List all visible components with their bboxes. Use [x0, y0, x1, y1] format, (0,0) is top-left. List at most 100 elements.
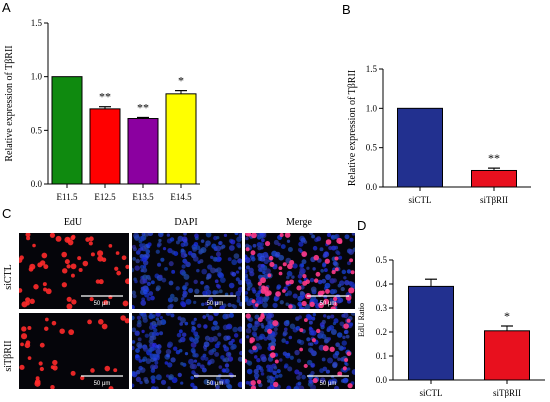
nucleus-dot	[132, 267, 135, 273]
edu-cell-dot	[251, 233, 257, 239]
edu-cell-dot	[89, 296, 94, 302]
edu-cell-dot	[278, 266, 283, 271]
nucleus-dot	[135, 354, 140, 359]
nucleus-dot	[282, 330, 288, 336]
nucleus-dot	[297, 301, 303, 307]
nucleus-dot	[199, 259, 204, 264]
nucleus-dot	[197, 323, 202, 328]
nucleus-dot	[194, 233, 199, 239]
nucleus-dot	[281, 338, 286, 343]
edu-cell-dot	[350, 270, 355, 275]
nucleus-dot	[238, 301, 242, 307]
nucleus-dot	[193, 279, 198, 284]
edu-cell-dot	[315, 271, 321, 277]
nucleus-dot	[214, 351, 220, 357]
nucleus-dot	[151, 320, 157, 326]
nucleus-dot	[215, 385, 220, 389]
edu-cell-dot	[87, 319, 92, 325]
nucleus-dot	[249, 271, 255, 277]
nucleus-dot	[159, 315, 164, 320]
edu-cell-dot	[27, 325, 32, 331]
edu-cell-dot	[70, 370, 76, 376]
nucleus-dot	[155, 348, 162, 355]
edu-cell-dot	[288, 304, 293, 309]
edu-cell-dot	[116, 270, 122, 276]
nucleus-dot	[245, 236, 249, 241]
edu-cell-dot	[115, 251, 120, 255]
nucleus-dot	[330, 235, 335, 239]
edu-cell-dot	[66, 264, 71, 269]
nucleus-dot	[210, 267, 216, 274]
nucleus-dot	[277, 242, 281, 247]
edu-cell-dot	[104, 365, 111, 372]
nucleus-dot	[253, 368, 259, 375]
nucleus-dot	[143, 289, 148, 295]
nucleus-dot	[190, 348, 196, 354]
edu-cell-dot	[250, 385, 257, 389]
nucleus-dot	[181, 236, 188, 243]
edu-cell-dot	[124, 318, 129, 324]
nucleus-dot	[264, 254, 269, 259]
nucleus-dot	[164, 266, 168, 271]
nucleus-dot	[170, 357, 176, 363]
nucleus-dot	[333, 318, 339, 324]
nucleus-dot	[138, 365, 143, 371]
nucleus-dot	[289, 323, 296, 330]
nucleus-dot	[144, 253, 150, 259]
scale-bar-label: 50 μm	[320, 381, 337, 387]
nucleus-dot	[142, 317, 148, 323]
edu-cell-dot	[325, 288, 330, 294]
nucleus-dot	[310, 384, 316, 389]
nucleus-dot	[139, 313, 144, 316]
edu-cell-dot	[38, 361, 43, 366]
nucleus-dot	[245, 328, 252, 334]
nucleus-dot	[156, 353, 160, 358]
nucleus-dot	[142, 356, 148, 362]
nucleus-dot	[292, 263, 298, 269]
edu-cell-dot	[120, 315, 126, 321]
nucleus-dot	[252, 289, 257, 294]
edu-cell-dot	[346, 351, 352, 356]
edu-cell-dot	[251, 299, 256, 304]
edu-cell-dot	[245, 233, 251, 237]
micro-tile: 50 μm	[132, 233, 242, 309]
nucleus-dot	[312, 245, 318, 251]
nucleus-dot	[286, 275, 290, 280]
edu-cell-dot	[322, 345, 329, 352]
panel-c-label-wrap: C	[2, 206, 11, 221]
nucleus-dot	[166, 233, 171, 237]
nucleus-dot	[291, 275, 295, 279]
nucleus-dot	[230, 239, 236, 245]
nucleus-dot	[150, 295, 155, 301]
panel-b-bar	[471, 169, 517, 188]
nucleus-dot	[245, 243, 250, 248]
nucleus-dot	[344, 329, 349, 335]
nucleus-dot	[269, 375, 273, 379]
nucleus-dot	[155, 285, 161, 291]
micro-tile: 50 μm	[245, 233, 355, 309]
edu-cell-dot	[98, 279, 104, 285]
nucleus-dot	[160, 257, 165, 262]
nucleus-dot	[180, 301, 186, 307]
nucleus-dot	[138, 248, 142, 252]
nucleus-dot	[132, 383, 135, 388]
nucleus-dot	[311, 316, 316, 321]
edu-cell-dot	[254, 303, 259, 307]
nucleus-dot	[263, 273, 269, 280]
nucleus-dot	[132, 304, 135, 309]
edu-cell-dot	[43, 264, 49, 270]
nucleus-dot	[346, 261, 351, 266]
nucleus-dot	[134, 265, 140, 271]
edu-cell-dot	[302, 274, 307, 279]
nucleus-dot	[351, 369, 355, 375]
panel-a-bar	[165, 93, 197, 185]
nucleus-dot	[306, 266, 310, 270]
nucleus-dot	[269, 313, 275, 318]
panel-d-ytick-label: 0.2	[376, 327, 387, 337]
nucleus-dot	[210, 380, 216, 386]
nucleus-dot	[254, 320, 259, 325]
nucleus-dot	[183, 233, 187, 236]
edu-cell-dot	[98, 319, 104, 325]
nucleus-dot	[316, 236, 322, 242]
nucleus-dot	[177, 372, 182, 378]
